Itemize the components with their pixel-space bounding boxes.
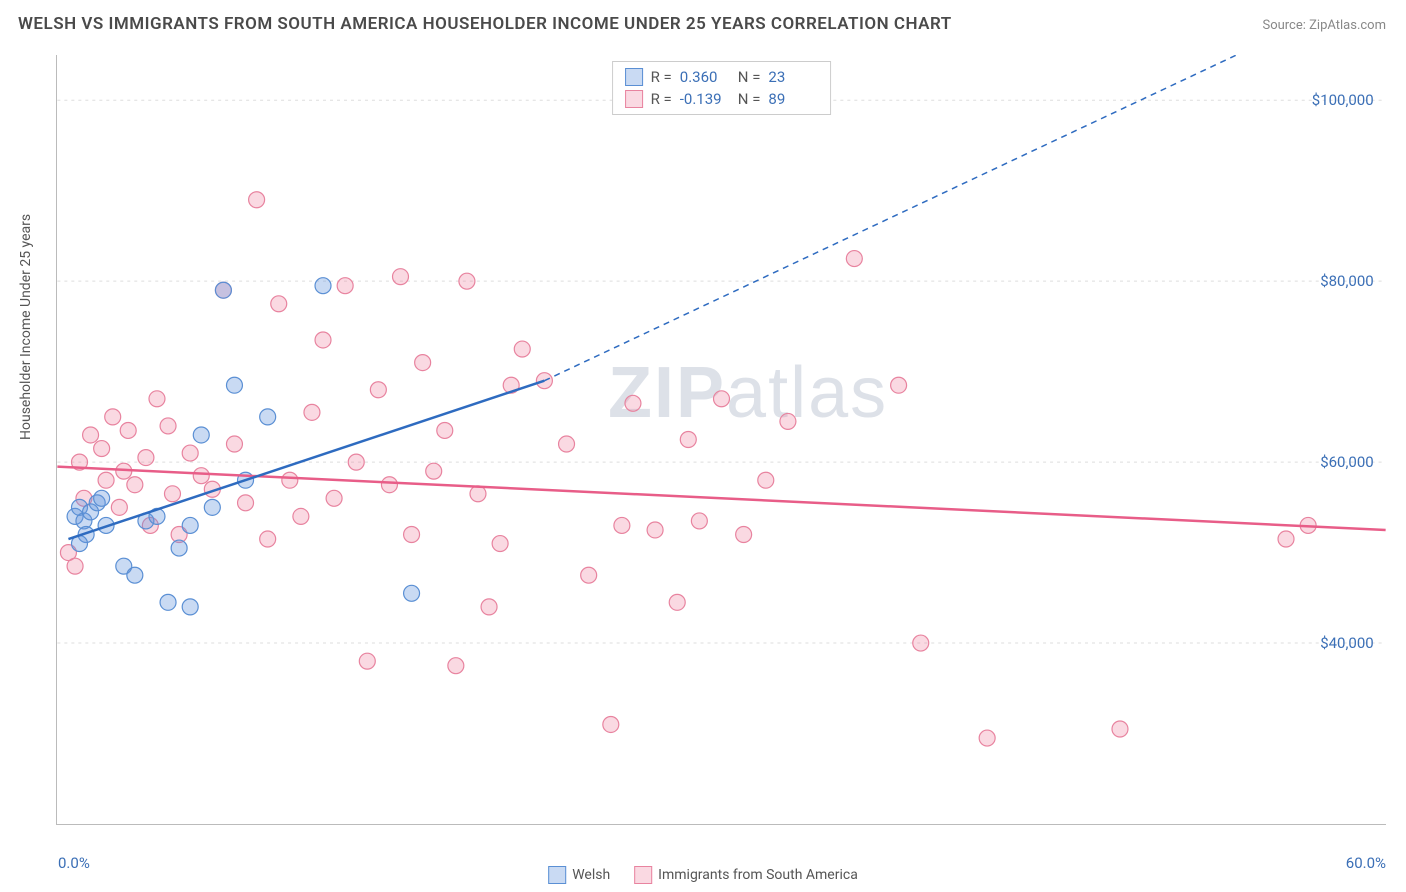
legend-swatch-welsh [625, 68, 643, 86]
plot-svg: $40,000 $60,000 $80,000 $100,000 [57, 55, 1386, 824]
x-axis-max-label: 60.0% [1346, 854, 1386, 872]
y-axis-label: Householder Income Under 25 years [18, 214, 34, 440]
legend-swatch-icon [634, 866, 652, 884]
svg-text:$80,000: $80,000 [1320, 272, 1373, 290]
svg-text:$60,000: $60,000 [1320, 453, 1373, 471]
x-axis-min-label: 0.0% [58, 854, 90, 872]
svg-text:$40,000: $40,000 [1320, 634, 1373, 652]
n-label: N = [738, 90, 761, 108]
chart-container: WELSH VS IMMIGRANTS FROM SOUTH AMERICA H… [0, 0, 1406, 892]
n-value-welsh: 23 [768, 68, 818, 86]
r-label: R = [651, 68, 672, 86]
legend-row-immigrants: R = -0.139 N = 89 [625, 88, 819, 110]
r-value-welsh: 0.360 [680, 68, 730, 86]
legend-row-welsh: R = 0.360 N = 23 [625, 66, 819, 88]
legend-swatch-icon [548, 866, 566, 884]
source-attribution: Source: ZipAtlas.com [1262, 18, 1386, 33]
legend-label: Immigrants from South America [658, 867, 858, 883]
correlation-legend: R = 0.360 N = 23 R = -0.139 N = 89 [612, 61, 832, 115]
legend-swatch-immigrants [625, 90, 643, 108]
n-label: N = [738, 68, 761, 86]
r-label: R = [651, 90, 672, 108]
n-value-immigrants: 89 [768, 90, 818, 108]
chart-title: WELSH VS IMMIGRANTS FROM SOUTH AMERICA H… [18, 14, 952, 34]
r-value-immigrants: -0.139 [680, 90, 730, 108]
legend-item: Welsh [548, 866, 610, 884]
legend-item: Immigrants from South America [634, 866, 858, 884]
series-legend: Welsh Immigrants from South America [548, 866, 858, 884]
plot-area: ZIPatlas R = 0.360 N = 23 R = -0.139 N =… [56, 55, 1386, 825]
legend-label: Welsh [572, 867, 610, 883]
svg-text:$100,000: $100,000 [1312, 91, 1374, 109]
